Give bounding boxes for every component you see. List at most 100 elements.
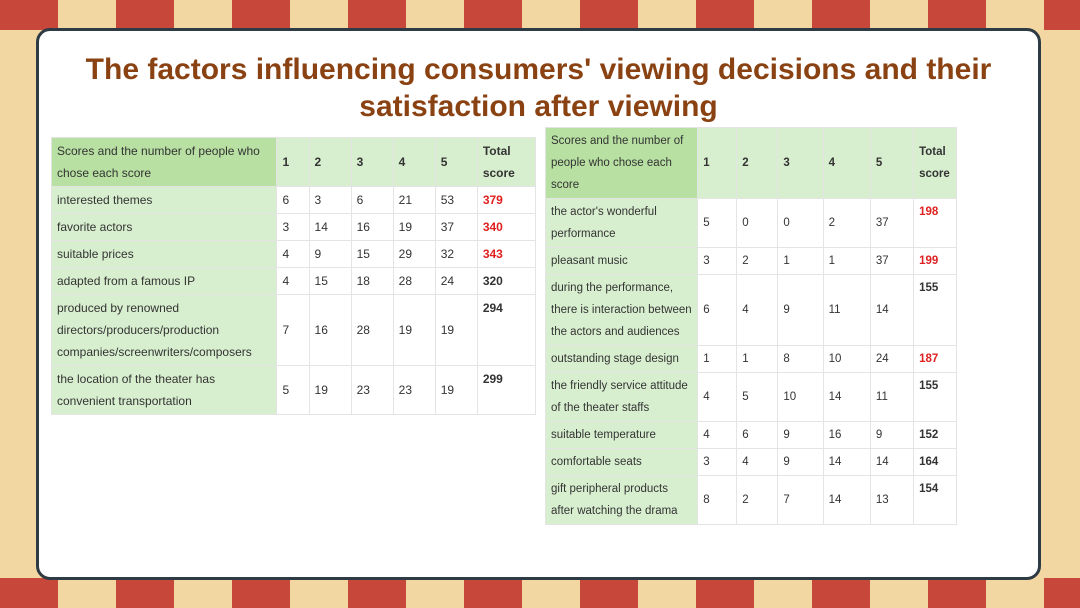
table-row: suitable temperature 4 6 9 16 9 152 xyxy=(544,421,957,449)
score-count: 37 xyxy=(434,213,478,241)
score-count: 4 xyxy=(736,448,779,476)
score-count: 24 xyxy=(434,267,478,295)
score-header: 4 xyxy=(392,137,436,187)
score-count: 10 xyxy=(822,345,871,373)
score-count: 5 xyxy=(736,372,779,422)
score-count: 9 xyxy=(777,274,824,346)
score-count: 14 xyxy=(822,475,871,525)
score-count: 9 xyxy=(308,240,352,268)
score-count: 18 xyxy=(350,267,394,295)
row-label: the actor's wonderful performance xyxy=(544,198,699,248)
total-score: 340 xyxy=(476,213,537,241)
score-count: 14 xyxy=(869,274,915,346)
row-label: produced by renowned directors/producers… xyxy=(50,294,278,366)
score-count: 3 xyxy=(308,186,352,214)
score-count: 2 xyxy=(736,247,779,275)
score-count: 16 xyxy=(822,421,871,449)
score-count: 4 xyxy=(697,372,738,422)
score-count: 9 xyxy=(777,448,824,476)
total-score: 343 xyxy=(476,240,537,268)
score-count: 1 xyxy=(697,345,738,373)
row-label: gift peripheral products after watching … xyxy=(544,475,699,525)
total-score: 187 xyxy=(913,345,957,373)
score-header: 2 xyxy=(308,137,352,187)
score-count: 37 xyxy=(869,247,915,275)
score-count: 0 xyxy=(777,198,824,248)
total-score: 154 xyxy=(913,475,957,525)
total-score: 164 xyxy=(913,448,957,476)
score-count: 19 xyxy=(308,365,352,415)
header-label: Scores and the number of people who chos… xyxy=(544,127,699,199)
score-count: 4 xyxy=(276,240,310,268)
score-count: 16 xyxy=(308,294,352,366)
score-count: 7 xyxy=(777,475,824,525)
score-count: 0 xyxy=(736,198,779,248)
score-count: 19 xyxy=(392,294,436,366)
score-count: 23 xyxy=(350,365,394,415)
table-row: comfortable seats 3 4 9 14 14 164 xyxy=(544,448,957,476)
table-row: the friendly service attitude of the the… xyxy=(544,372,957,422)
total-score: 320 xyxy=(476,267,537,295)
score-count: 8 xyxy=(777,345,824,373)
score-count: 28 xyxy=(392,267,436,295)
score-count: 14 xyxy=(869,448,915,476)
score-header: 5 xyxy=(869,127,915,199)
score-count: 14 xyxy=(822,448,871,476)
score-count: 19 xyxy=(392,213,436,241)
table-row: interested themes 6 3 6 21 53 379 xyxy=(50,186,537,214)
header-row: Scores and the number of people who chos… xyxy=(50,137,537,187)
score-count: 6 xyxy=(736,421,779,449)
total-score: 198 xyxy=(913,198,957,248)
total-score: 294 xyxy=(476,294,537,366)
total-score: 299 xyxy=(476,365,537,415)
score-count: 3 xyxy=(276,213,310,241)
score-count: 11 xyxy=(822,274,871,346)
header-row: Scores and the number of people who chos… xyxy=(544,127,957,199)
total-header: Total score xyxy=(913,127,957,199)
score-count: 4 xyxy=(697,421,738,449)
score-count: 3 xyxy=(697,448,738,476)
score-count: 19 xyxy=(434,294,478,366)
total-score: 155 xyxy=(913,372,957,422)
score-count: 28 xyxy=(350,294,394,366)
table-row: produced by renowned directors/producers… xyxy=(50,294,537,366)
row-label: suitable temperature xyxy=(544,421,699,449)
score-count: 9 xyxy=(869,421,915,449)
score-count: 6 xyxy=(697,274,738,346)
score-count: 6 xyxy=(276,186,310,214)
score-count: 4 xyxy=(276,267,310,295)
table-row: the location of the theater has convenie… xyxy=(50,365,537,415)
score-count: 14 xyxy=(308,213,352,241)
satisfaction-table: Scores and the number of people who chos… xyxy=(544,127,957,525)
row-label: pleasant music xyxy=(544,247,699,275)
score-header: 1 xyxy=(697,127,738,199)
content-panel: The factors influencing consumers' viewi… xyxy=(36,28,1041,580)
score-count: 8 xyxy=(697,475,738,525)
score-header: 5 xyxy=(434,137,478,187)
score-header: 3 xyxy=(350,137,394,187)
row-label: adapted from a famous IP xyxy=(50,267,278,295)
row-label: outstanding stage design xyxy=(544,345,699,373)
score-count: 7 xyxy=(276,294,310,366)
score-count: 29 xyxy=(392,240,436,268)
top-stripe-border xyxy=(0,0,1080,30)
viewing-decision-table: Scores and the number of people who chos… xyxy=(50,137,537,415)
score-count: 14 xyxy=(822,372,871,422)
row-label: the location of the theater has convenie… xyxy=(50,365,278,415)
bottom-stripe-border xyxy=(0,578,1080,608)
table-row: gift peripheral products after watching … xyxy=(544,475,957,525)
total-score: 152 xyxy=(913,421,957,449)
row-label: comfortable seats xyxy=(544,448,699,476)
row-label: the friendly service attitude of the the… xyxy=(544,372,699,422)
score-count: 15 xyxy=(350,240,394,268)
score-header: 3 xyxy=(777,127,824,199)
header-label: Scores and the number of people who chos… xyxy=(50,137,278,187)
total-score: 155 xyxy=(913,274,957,346)
score-header: 2 xyxy=(736,127,779,199)
score-count: 2 xyxy=(736,475,779,525)
row-label: during the performance, there is interac… xyxy=(544,274,699,346)
table-row: during the performance, there is interac… xyxy=(544,274,957,346)
score-count: 19 xyxy=(434,365,478,415)
table-row: outstanding stage design 1 1 8 10 24 187 xyxy=(544,345,957,373)
score-count: 2 xyxy=(822,198,871,248)
